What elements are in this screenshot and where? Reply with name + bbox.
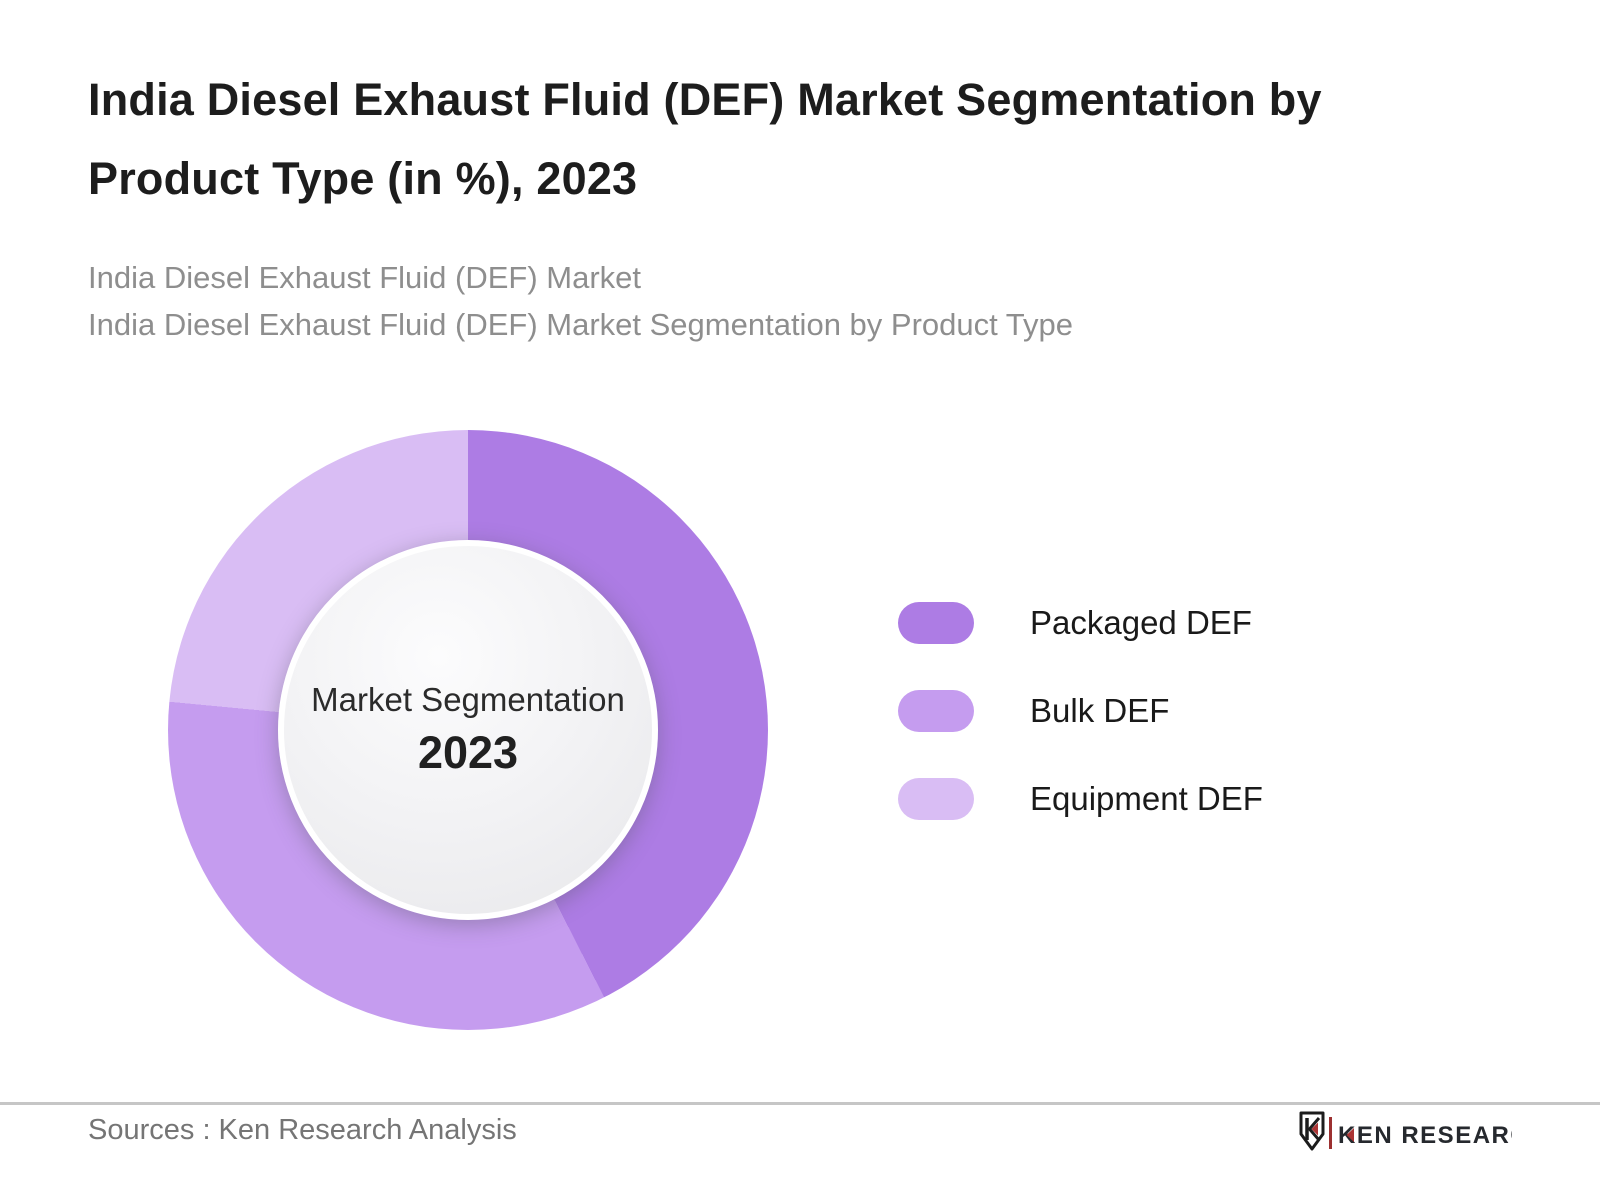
- logo-separator: [1329, 1117, 1332, 1149]
- legend-label-packaged-def: Packaged DEF: [1030, 604, 1252, 641]
- logo-wordmark: KEN RESEARCH: [1338, 1122, 1512, 1149]
- donut-center-disc: Market Segmentation 2023: [278, 540, 658, 920]
- page-title: India Diesel Exhaust Fluid (DEF) Market …: [88, 60, 1518, 218]
- donut-center-year: 2023: [417, 727, 519, 778]
- sources-text: Sources : Ken Research Analysis: [88, 1114, 517, 1146]
- legend-swatch-bulk-def: [898, 690, 974, 732]
- logo-k-red-triangle-icon: [1346, 1128, 1354, 1142]
- ken-research-logo: KEN RESEARCH: [1298, 1110, 1547, 1161]
- legend-label-equipment-def: Equipment DEF: [1030, 780, 1263, 817]
- legend-swatch-equipment-def: [898, 778, 974, 820]
- subtitle: India Diesel Exhaust Fluid (DEF) Market …: [88, 254, 1518, 348]
- legend-swatch-packaged-def: [898, 602, 974, 644]
- donut-chart: Market Segmentation 2023: [168, 430, 768, 1030]
- donut-center-label: Market Segmentation: [311, 681, 625, 718]
- legend-label-bulk-def: Bulk DEF: [1030, 692, 1170, 729]
- legend: Packaged DEF Bulk DEF Equipment DEF: [898, 601, 1263, 865]
- legend-item-packaged-def: Packaged DEF: [898, 601, 1263, 645]
- legend-item-bulk-def: Bulk DEF: [898, 689, 1263, 733]
- page-title-line-1: India Diesel Exhaust Fluid (DEF) Market …: [88, 74, 1322, 125]
- ken-research-logo-icon: KEN RESEARCH: [1299, 1111, 1547, 1151]
- subtitle-line-2: India Diesel Exhaust Fluid (DEF) Market …: [88, 307, 1073, 342]
- footer-divider: [0, 1102, 1600, 1105]
- subtitle-line-1: India Diesel Exhaust Fluid (DEF) Market: [88, 260, 642, 295]
- shield-red-triangle-icon: [1311, 1122, 1318, 1136]
- page-title-line-2: Product Type (in %), 2023: [88, 153, 638, 204]
- legend-item-equipment-def: Equipment DEF: [898, 777, 1263, 821]
